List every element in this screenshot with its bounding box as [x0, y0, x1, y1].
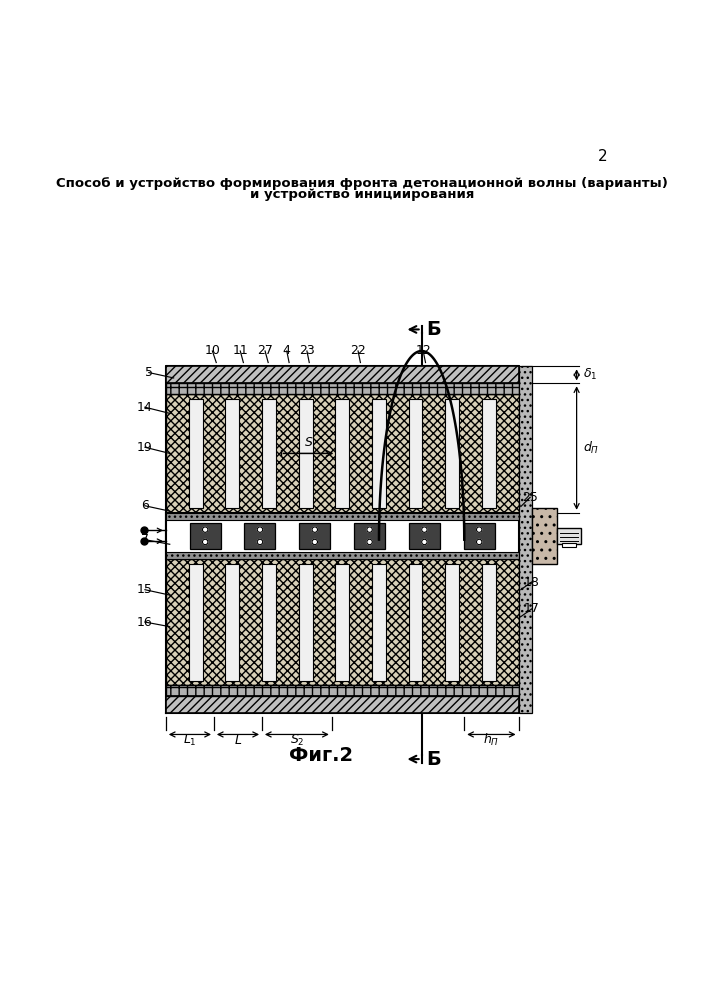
Text: 19: 19	[137, 441, 153, 454]
Bar	[445, 564, 459, 681]
Text: Б: Б	[426, 320, 441, 339]
Text: 11: 11	[233, 344, 248, 358]
Text: $d_П$: $d_П$	[583, 440, 599, 456]
Bar	[335, 564, 349, 681]
Bar	[532, 508, 557, 564]
Bar	[166, 513, 518, 559]
Text: Способ и устройство формирования фронта детонационной волны (варианты): Способ и устройство формирования фронта …	[56, 177, 668, 190]
Circle shape	[477, 527, 482, 532]
Circle shape	[421, 539, 427, 545]
Text: 16: 16	[137, 616, 153, 629]
Bar	[482, 564, 496, 681]
Text: $L_1$: $L_1$	[183, 733, 197, 748]
Bar	[299, 523, 330, 549]
Text: $S_2$: $S_2$	[290, 733, 304, 748]
Circle shape	[421, 527, 427, 532]
Bar	[262, 564, 276, 681]
Text: 25: 25	[522, 491, 538, 504]
Circle shape	[312, 539, 317, 545]
Text: 5: 5	[145, 366, 153, 379]
Circle shape	[477, 539, 482, 545]
Bar	[372, 399, 386, 508]
Bar	[166, 394, 518, 513]
Text: 23: 23	[299, 344, 315, 358]
Circle shape	[202, 527, 208, 532]
Text: 14: 14	[137, 401, 153, 414]
Bar	[372, 564, 386, 681]
Text: $\delta_1$: $\delta_1$	[583, 367, 597, 382]
Circle shape	[257, 539, 263, 545]
Text: 22: 22	[350, 344, 366, 358]
Text: 18: 18	[524, 576, 539, 588]
Text: 10: 10	[204, 344, 221, 358]
Bar	[482, 399, 496, 508]
Text: $h_П$: $h_П$	[484, 732, 500, 748]
Bar	[409, 523, 440, 549]
Bar	[298, 399, 312, 508]
Circle shape	[257, 527, 263, 532]
Bar	[166, 685, 518, 696]
Bar	[445, 399, 459, 508]
Bar	[464, 523, 495, 549]
Circle shape	[367, 527, 373, 532]
Bar	[354, 523, 385, 549]
Bar	[335, 399, 349, 508]
Text: 12: 12	[415, 344, 431, 358]
Bar	[409, 564, 423, 681]
Bar	[409, 399, 423, 508]
Text: 6: 6	[141, 499, 149, 512]
Bar	[226, 564, 239, 681]
Circle shape	[367, 539, 373, 545]
Bar	[166, 552, 518, 559]
Bar	[226, 399, 239, 508]
Text: 27: 27	[257, 344, 273, 358]
Bar	[245, 523, 276, 549]
Bar	[189, 399, 202, 508]
Bar	[166, 366, 518, 383]
Text: 2: 2	[597, 149, 607, 164]
Bar	[189, 523, 221, 549]
Text: 7: 7	[141, 533, 149, 546]
Bar	[189, 564, 202, 681]
Bar	[557, 528, 580, 544]
Bar	[518, 366, 532, 713]
Circle shape	[202, 539, 208, 545]
Text: 4: 4	[283, 344, 291, 358]
Text: $S$: $S$	[304, 436, 313, 449]
Text: 15: 15	[137, 583, 153, 596]
Text: Б: Б	[426, 750, 441, 769]
Circle shape	[312, 527, 317, 532]
Bar	[298, 564, 312, 681]
Text: и устройство инициирования: и устройство инициирования	[250, 188, 474, 201]
Bar	[166, 383, 518, 394]
Bar	[166, 559, 518, 685]
Bar	[166, 696, 518, 713]
Bar	[262, 399, 276, 508]
Bar	[562, 544, 575, 547]
Bar	[166, 513, 518, 520]
Text: $L$: $L$	[234, 734, 242, 747]
Text: 17: 17	[524, 602, 539, 615]
Text: Фиг.2: Фиг.2	[289, 746, 353, 765]
